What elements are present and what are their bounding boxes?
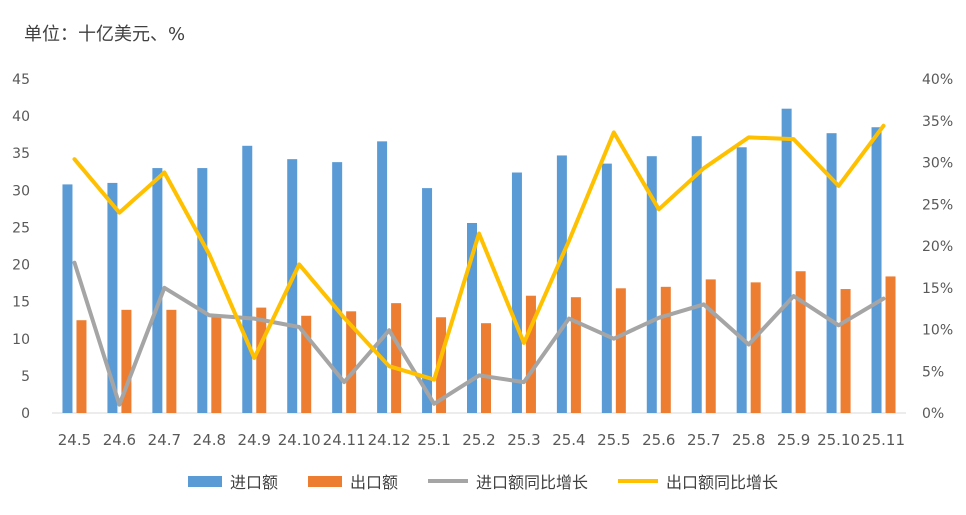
bar-export bbox=[256, 307, 267, 413]
bar-import bbox=[62, 184, 73, 413]
x-tick-label: 25.7 bbox=[687, 431, 720, 449]
x-tick-label: 25.5 bbox=[597, 431, 630, 449]
bar-export bbox=[346, 311, 357, 413]
y-left-tick-label: 20 bbox=[12, 258, 30, 274]
legend-swatch-import-yoy bbox=[428, 479, 468, 483]
legend-swatch-import bbox=[187, 475, 222, 487]
y-left-tick-label: 30 bbox=[12, 183, 30, 199]
x-tick-label: 24.9 bbox=[238, 431, 271, 449]
y-right-tick-label: 20% bbox=[922, 239, 953, 255]
legend-label-import-yoy: 进口额同比增长 bbox=[476, 473, 589, 492]
y-right-tick-label: 5% bbox=[922, 364, 944, 380]
bar-import bbox=[556, 155, 567, 413]
bar-import bbox=[871, 127, 882, 413]
bar-import bbox=[511, 172, 522, 413]
y-right-tick-label: 25% bbox=[922, 197, 953, 213]
x-tick-label: 24.5 bbox=[58, 431, 91, 449]
y-left-tick-label: 0 bbox=[21, 406, 30, 422]
bar-export bbox=[615, 288, 626, 413]
unit-label: 单位：十亿美元、% bbox=[24, 24, 186, 45]
legend: 进口额 出口额 进口额同比增长 出口额同比增长 bbox=[0, 469, 966, 493]
legend-swatch-export-yoy bbox=[618, 479, 659, 483]
x-tick-label: 25.1 bbox=[417, 431, 450, 449]
bar-export bbox=[481, 323, 491, 413]
bar-import bbox=[422, 188, 433, 413]
y-right-tick-label: 10% bbox=[922, 323, 953, 339]
y-left-tick-label: 45 bbox=[12, 72, 30, 88]
x-tick-label: 25.9 bbox=[777, 431, 810, 449]
bar-export bbox=[391, 303, 402, 413]
x-tick-label: 24.10 bbox=[278, 431, 321, 449]
bar-import bbox=[152, 168, 163, 413]
legend-item-import-yoy: 进口额同比增长 bbox=[428, 469, 588, 493]
bar-import bbox=[646, 156, 657, 414]
x-tick-label: 24.11 bbox=[323, 431, 366, 449]
x-tick-label: 24.6 bbox=[103, 431, 136, 449]
y-left-tick-label: 25 bbox=[12, 220, 30, 236]
bar-import bbox=[197, 168, 208, 413]
bar-import bbox=[377, 141, 388, 413]
bar-export bbox=[301, 315, 312, 413]
bar-import bbox=[242, 145, 253, 414]
bar-export bbox=[885, 276, 896, 413]
legend-item-import: 进口额 bbox=[187, 469, 278, 493]
y-right-tick-label: 40% bbox=[922, 72, 953, 88]
y-left-tick-label: 10 bbox=[12, 332, 30, 348]
bar-import bbox=[601, 163, 612, 413]
bar-import bbox=[736, 147, 747, 414]
x-tick-label: 25.2 bbox=[462, 431, 495, 449]
x-tick-label: 25.6 bbox=[642, 431, 675, 449]
y-left-tick-label: 15 bbox=[12, 295, 30, 311]
bar-export bbox=[705, 279, 716, 413]
bar-import bbox=[781, 108, 792, 413]
bar-export bbox=[211, 317, 222, 413]
bar-export bbox=[166, 309, 177, 413]
legend-item-export: 出口额 bbox=[307, 469, 398, 493]
y-left-tick-label: 35 bbox=[12, 146, 30, 162]
legend-label-export-yoy: 出口额同比增长 bbox=[666, 473, 779, 492]
bar-export bbox=[750, 282, 761, 413]
y-right-tick-label: 30% bbox=[922, 156, 953, 172]
line-export-yoy bbox=[72, 123, 886, 382]
bar-import bbox=[826, 133, 837, 413]
bar-export bbox=[795, 271, 806, 413]
legend-item-export-yoy: 出口额同比增长 bbox=[618, 469, 778, 493]
x-tick-label: 25.11 bbox=[862, 431, 905, 449]
x-tick-label: 25.3 bbox=[507, 431, 540, 449]
legend-label-export: 出口额 bbox=[349, 473, 398, 492]
bar-export bbox=[840, 289, 851, 413]
x-tick-label: 24.7 bbox=[148, 431, 181, 449]
y-left-tick-label: 5 bbox=[21, 369, 30, 385]
x-tick-label: 25.4 bbox=[552, 431, 585, 449]
bar-import bbox=[691, 136, 702, 413]
x-tick-label: 24.12 bbox=[368, 431, 411, 449]
x-tick-label: 25.8 bbox=[732, 431, 765, 449]
legend-label-import: 进口额 bbox=[229, 473, 278, 492]
bar-import bbox=[107, 182, 118, 413]
bar-export bbox=[525, 295, 536, 413]
y-left-tick-label: 40 bbox=[12, 109, 30, 125]
x-tick-label: 24.8 bbox=[193, 431, 226, 449]
bar-export bbox=[76, 320, 87, 413]
bar-import bbox=[287, 159, 298, 413]
bar-export bbox=[570, 297, 581, 413]
bar-export bbox=[660, 286, 671, 413]
y-right-tick-label: 15% bbox=[922, 281, 953, 297]
legend-swatch-export bbox=[307, 475, 342, 487]
line-import-yoy bbox=[72, 260, 886, 407]
x-tick-label: 25.10 bbox=[817, 431, 860, 449]
bar-export bbox=[121, 309, 132, 413]
bar-import bbox=[332, 162, 343, 413]
bar-export bbox=[436, 317, 447, 413]
y-right-tick-label: 0% bbox=[922, 406, 944, 422]
y-right-tick-label: 35% bbox=[922, 114, 953, 130]
bar-import bbox=[467, 222, 477, 413]
